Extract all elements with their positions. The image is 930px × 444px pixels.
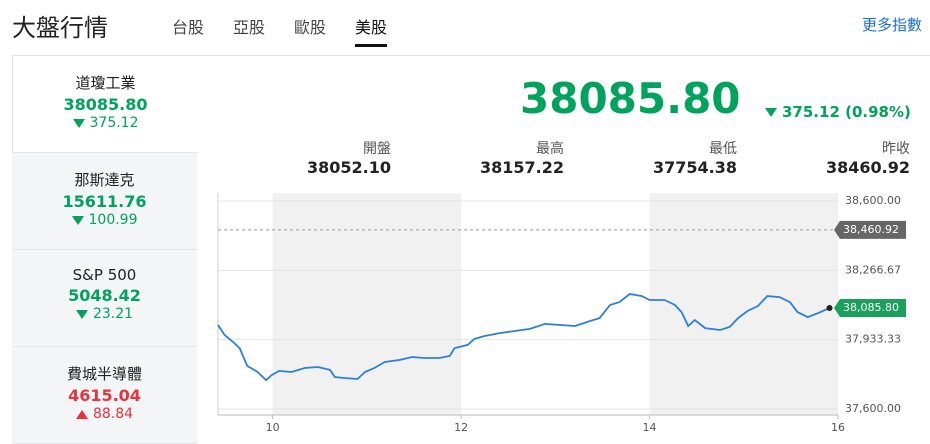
price: 38085.80 (520, 74, 741, 123)
index-name: S&P 500 (72, 266, 137, 284)
trend-icon (75, 409, 88, 419)
last-price-box (834, 298, 906, 317)
tab[interactable]: 亞股 (233, 18, 266, 37)
index-item[interactable]: 道瓊工業 38085.80 375.12 (12, 56, 198, 153)
y-tick-label: 38,266.67 (845, 263, 901, 276)
session-band (649, 193, 838, 415)
x-tick-label: 10 (266, 421, 280, 434)
more-link[interactable]: 更多指數 (862, 16, 923, 34)
stat-label: 開盤 (363, 141, 391, 157)
change-text: 100.99 (88, 212, 138, 228)
reference-label: 38,460.92 (843, 223, 899, 236)
stat-value: 37754.38 (652, 158, 737, 177)
index-name: 那斯達克 (74, 171, 135, 189)
trend-icon (71, 215, 84, 225)
trend-icon (72, 118, 85, 128)
index-item[interactable]: 費城半導體 4615.04 88.84 (12, 347, 197, 444)
y-tick-label: 37,600.00 (845, 402, 901, 415)
trend-icon (75, 309, 88, 319)
index-value: 38085.80 (63, 95, 148, 114)
index-value: 15611.76 (62, 192, 147, 211)
price-change: 375.12 (0.98%) (765, 103, 911, 121)
stat-value: 38460.92 (825, 158, 910, 177)
change-text: 375.12 (89, 115, 139, 131)
index-name: 道瓊工業 (75, 74, 136, 92)
y-tick-label: 38,600.00 (845, 194, 901, 207)
index-change: 375.12 (13, 115, 198, 131)
index-value: 4615.04 (68, 386, 141, 405)
price-line (217, 293, 830, 382)
reference-box (834, 220, 906, 239)
session-band (272, 193, 462, 415)
change-text: 23.21 (92, 306, 134, 322)
stat-value: 38157.22 (479, 158, 564, 177)
index-value: 5048.42 (68, 286, 141, 305)
last-price-label: 38,085.80 (843, 301, 899, 314)
tab[interactable]: 歐股 (294, 18, 327, 37)
x-tick-label: 14 (643, 421, 657, 434)
divider (12, 55, 930, 56)
tab[interactable]: 台股 (172, 18, 205, 37)
index-name: 費城半導體 (66, 365, 142, 383)
change-text: 375.12 (0.98%) (782, 103, 911, 121)
x-tick-label: 16 (831, 421, 845, 434)
stat-label: 最高 (536, 141, 564, 157)
stat-label: 昨收 (882, 141, 910, 157)
index-change: 100.99 (12, 212, 197, 228)
change-text: 88.84 (92, 406, 134, 422)
index-item[interactable]: S&P 500 5048.42 23.21 (12, 250, 197, 347)
index-change: 88.84 (12, 406, 197, 422)
trend-icon (765, 108, 777, 117)
page-title: 大盤行情 (12, 14, 108, 42)
stat-label: 最低 (709, 141, 737, 157)
index-item[interactable]: 那斯達克 15611.76 100.99 (12, 153, 197, 250)
stat-value: 38052.10 (306, 158, 391, 177)
tab[interactable]: 美股 (355, 14, 388, 47)
x-tick-label: 12 (454, 421, 468, 434)
last-price-dot (826, 304, 833, 311)
index-change: 23.21 (12, 306, 197, 322)
y-tick-label: 37,933.33 (845, 333, 901, 346)
